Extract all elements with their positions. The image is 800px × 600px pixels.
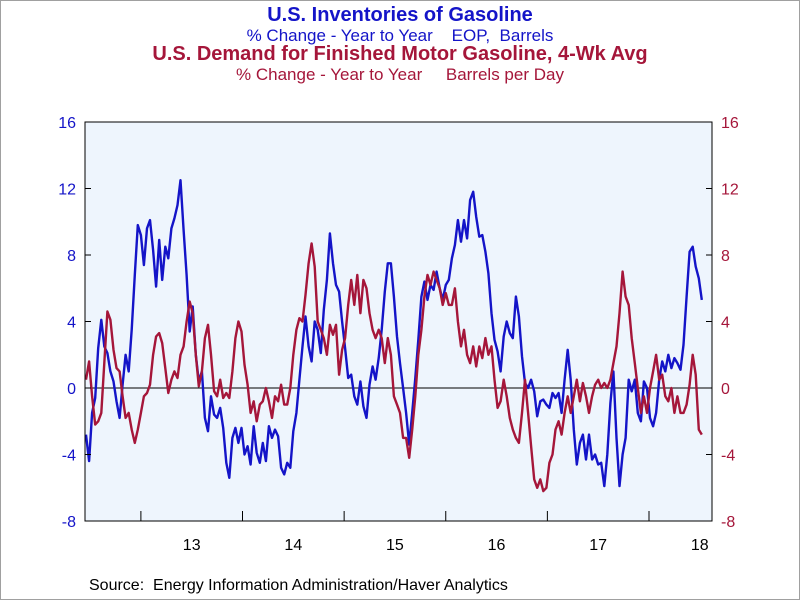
x-tick-label: 17 (589, 537, 607, 554)
x-tick-label: 15 (386, 537, 404, 554)
subtitle-demand: % Change - Year to Year Barrels per Day (236, 65, 564, 84)
y-tick-label-right: 12 (721, 182, 739, 199)
x-tick-label: 18 (691, 537, 709, 554)
y-tick-label-right: 0 (721, 381, 730, 398)
y-tick-label-right: 4 (721, 315, 730, 332)
y-tick-label-left: -8 (62, 514, 76, 531)
y-tick-label-left: 12 (58, 182, 76, 199)
y-tick-label-left: 0 (67, 381, 76, 398)
y-tick-label-right: -8 (721, 514, 735, 531)
x-tick-label: 16 (488, 537, 506, 554)
title-inventories: U.S. Inventories of Gasoline (267, 4, 533, 26)
x-tick-label: 13 (183, 537, 201, 554)
x-tick-label: 14 (284, 537, 302, 554)
y-tick-label-left: 4 (67, 315, 76, 332)
y-tick-label-left: 8 (67, 248, 76, 265)
y-tick-label-left: -4 (62, 448, 76, 465)
series-line-demand (84, 242, 703, 493)
subtitle-inventories: % Change - Year to Year EOP, Barrels (246, 26, 554, 45)
title-demand: U.S. Demand for Finished Motor Gasoline,… (152, 43, 648, 65)
y-tick-label-left: 16 (58, 115, 76, 132)
source-note: Source: Energy Information Administratio… (89, 577, 508, 594)
y-tick-label-right: -4 (721, 448, 735, 465)
y-tick-label-right: 16 (721, 115, 739, 132)
y-tick-label-right: 8 (721, 248, 730, 265)
